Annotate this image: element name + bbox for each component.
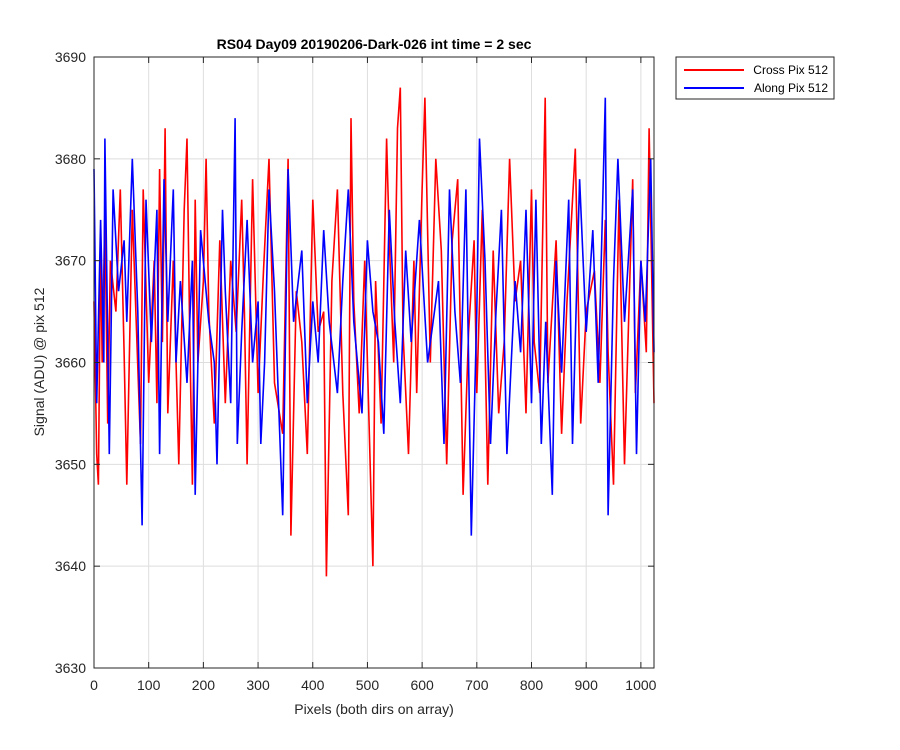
y-tick-label: 3650 [55,456,86,472]
series-line-cross-pix-512 [93,87,655,577]
x-tick-label: 0 [90,677,98,693]
x-tick-label: 400 [301,677,325,693]
x-tick-label: 900 [575,677,599,693]
x-tick-label: 700 [465,677,489,693]
y-axis-label: Signal (ADU) @ pix 512 [31,287,47,436]
legend-label-along: Along Pix 512 [754,81,828,95]
x-tick-label: 200 [192,677,216,693]
y-tick-label: 3630 [55,660,86,676]
y-tick-label: 3660 [55,355,86,371]
chart-title: RS04 Day09 20190206-Dark-026 int time = … [217,36,532,52]
legend-box [675,56,835,100]
legend: Cross Pix 512 Along Pix 512 [675,56,835,100]
x-tick-label: 100 [137,677,161,693]
series-lines [93,87,655,577]
y-tick-label: 3680 [55,151,86,167]
x-tick-label: 500 [356,677,380,693]
grid-lines [94,57,654,668]
y-tick-label: 3640 [55,558,86,574]
axis-ticks: 0 100 200 300 400 500 600 700 800 900 1000 3630 3640… [55,49,657,693]
y-tick-label: 3670 [55,253,86,269]
x-tick-label: 1000 [625,677,656,693]
legend-label-cross: Cross Pix 512 [753,63,828,77]
series-line-along-pix-512 [93,97,655,536]
y-tick-label: 3690 [55,49,86,65]
x-tick-label: 300 [246,677,270,693]
x-tick-label: 800 [520,677,544,693]
x-tick-label: 600 [410,677,434,693]
x-axis-label: Pixels (both dirs on array) [294,701,454,717]
